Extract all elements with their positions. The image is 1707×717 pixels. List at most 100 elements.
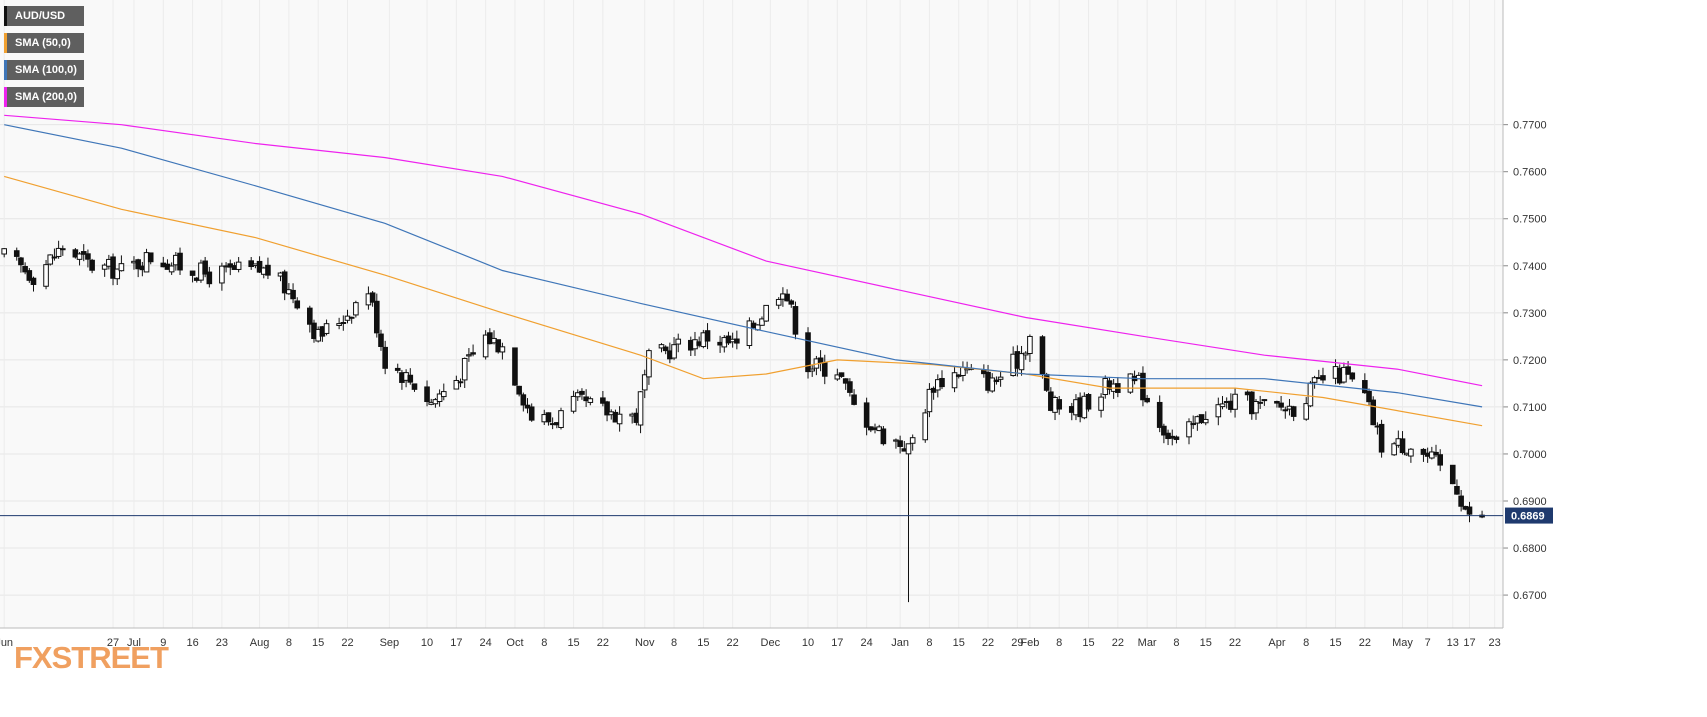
x-tick-label: 23 xyxy=(216,637,228,649)
candle-body xyxy=(1215,404,1222,418)
legend-item-sma200[interactable]: SMA (200,0) xyxy=(4,87,84,107)
candle-body xyxy=(1420,448,1427,455)
candle-body xyxy=(378,333,384,347)
candle-body xyxy=(1198,414,1205,424)
x-tick-label: 15 xyxy=(1329,637,1341,649)
sma-line-200 xyxy=(4,114,1483,387)
x-tick-label: Jan xyxy=(891,637,909,649)
candle-body xyxy=(1320,375,1326,381)
y-tick-label: 0.6900 xyxy=(1513,496,1547,508)
candle-body xyxy=(1027,335,1033,355)
x-tick-label: 17 xyxy=(1463,637,1475,649)
candle-body xyxy=(1378,423,1385,453)
x-tick-label: 9 xyxy=(160,637,166,649)
candle-body xyxy=(570,395,577,412)
legend-swatch-sma200 xyxy=(4,87,7,107)
candle-body xyxy=(1,248,7,255)
candle-body xyxy=(440,391,447,398)
candle-body xyxy=(734,338,740,344)
candle-body xyxy=(219,265,225,284)
candle-body xyxy=(89,259,95,271)
candle-body xyxy=(1098,396,1104,411)
x-tick-label: 16 xyxy=(186,637,198,649)
candle-body xyxy=(59,248,66,251)
x-tick-label: Dec xyxy=(761,637,781,649)
candle-body xyxy=(997,376,1004,380)
candle-body xyxy=(1156,401,1163,428)
x-tick-label: 8 xyxy=(671,637,677,649)
candle-body xyxy=(704,330,711,342)
candle-body xyxy=(336,323,342,326)
candle-body xyxy=(545,412,552,423)
y-tick-label: 0.6700 xyxy=(1513,590,1547,602)
time-axis-panel xyxy=(0,628,1503,712)
candle-body xyxy=(1056,399,1063,410)
candle-body xyxy=(340,322,347,325)
x-tick-label: May xyxy=(1392,637,1413,649)
x-tick-label: Aug xyxy=(250,637,270,649)
candle-body xyxy=(1449,464,1456,485)
x-tick-label: Apr xyxy=(1268,637,1285,649)
legend-label-pair: AUD/USD xyxy=(15,10,66,22)
candle-body xyxy=(177,252,183,271)
candle-body xyxy=(18,257,24,266)
candle-body xyxy=(792,306,799,335)
y-tick-label: 0.7600 xyxy=(1513,167,1547,179)
x-tick-label: 17 xyxy=(450,637,462,649)
candle-body xyxy=(143,252,150,273)
candle-body xyxy=(922,412,929,441)
candle-body xyxy=(1349,372,1356,380)
candle-body xyxy=(1039,336,1046,375)
candle-body xyxy=(1362,380,1368,394)
x-tick-label: 24 xyxy=(861,637,873,649)
x-tick-label: 29 xyxy=(1011,637,1023,649)
candle-body xyxy=(579,390,585,395)
candle-body xyxy=(76,253,83,260)
candle-body xyxy=(348,316,355,319)
price-axis-panel xyxy=(1503,0,1707,712)
candle-body xyxy=(604,401,610,416)
y-tick-label: 0.6800 xyxy=(1513,543,1547,555)
candle-body xyxy=(746,320,753,347)
current-price-tag xyxy=(1505,507,1553,524)
y-tick-label: 0.7500 xyxy=(1513,214,1547,226)
candle-body xyxy=(675,338,682,345)
x-tick-label: 13 xyxy=(1447,637,1459,649)
candle-body xyxy=(457,381,464,384)
candle-body xyxy=(80,251,87,255)
candle-body xyxy=(1466,506,1473,515)
x-tick-label: 22 xyxy=(1229,637,1241,649)
candle-body xyxy=(114,268,121,280)
candle-body xyxy=(470,352,476,355)
candle-body xyxy=(424,386,430,403)
legend-item-sma100[interactable]: SMA (100,0) xyxy=(4,60,84,80)
candle-body xyxy=(1161,425,1167,436)
candle-body xyxy=(1282,409,1289,412)
candle-body xyxy=(436,393,443,402)
candle-body xyxy=(1140,372,1146,401)
legend-item-pair[interactable]: AUD/USD xyxy=(4,6,84,26)
candle-body xyxy=(453,379,460,390)
candle-body xyxy=(784,293,790,302)
legend-label-sma100: SMA (100,0) xyxy=(15,64,77,76)
candle-body xyxy=(118,263,125,272)
candle-body xyxy=(281,271,288,294)
x-tick-label: 15 xyxy=(953,637,965,649)
x-tick-label: 22 xyxy=(1359,637,1371,649)
candle-body xyxy=(1437,454,1444,466)
candle-body xyxy=(22,266,28,273)
legend-item-sma50[interactable]: SMA (50,0) xyxy=(4,33,84,53)
x-tick-label: 24 xyxy=(480,637,492,649)
candle-body xyxy=(671,344,677,359)
candle-body xyxy=(1085,393,1092,410)
x-tick-label: Sep xyxy=(380,637,400,649)
current-price-label: 0.6869 xyxy=(1511,511,1545,523)
candle-body xyxy=(1391,443,1397,456)
candle-body xyxy=(1202,418,1209,424)
candle-body xyxy=(189,270,196,276)
legend-label-sma200: SMA (200,0) xyxy=(15,91,77,103)
candle-body xyxy=(558,410,564,428)
legend-swatch-sma100 xyxy=(4,60,7,80)
